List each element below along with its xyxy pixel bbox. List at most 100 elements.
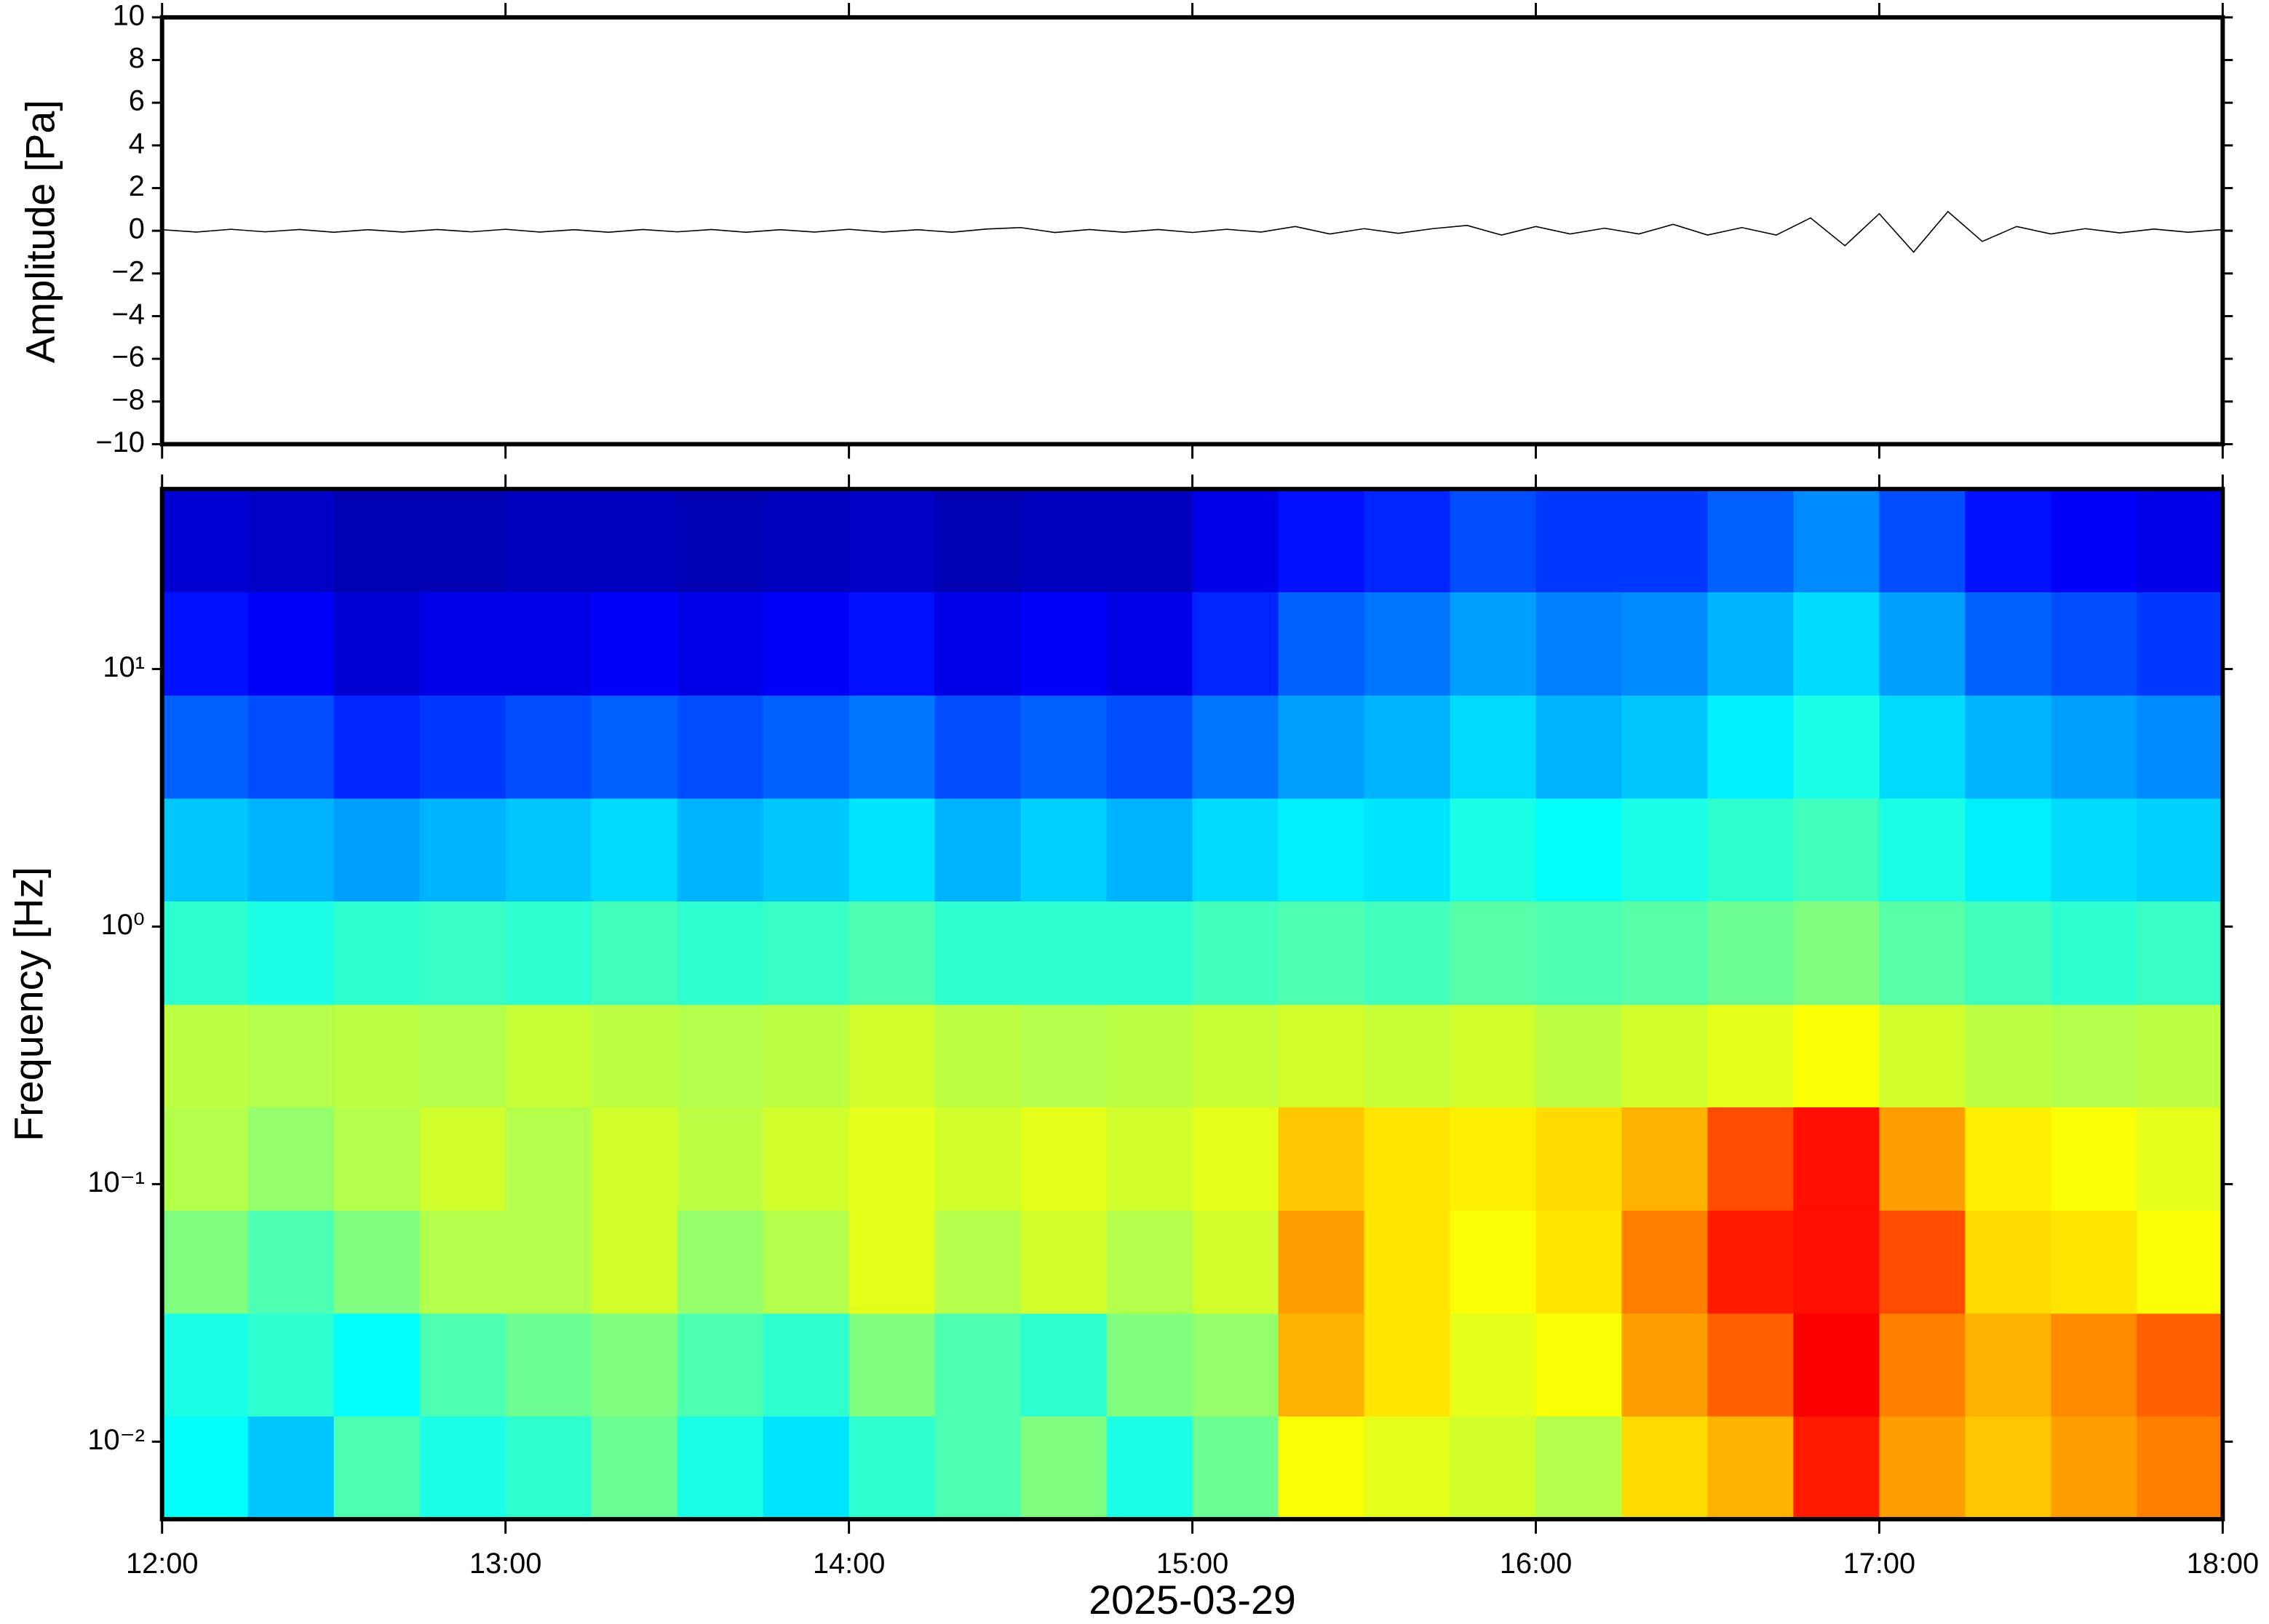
spectrogram-cell [1020, 1313, 1108, 1417]
spectrogram-cell [1192, 1209, 1279, 1314]
spectrogram-cell [419, 1004, 506, 1107]
spectrogram-cell [419, 591, 506, 696]
y-tick-label: 4 [129, 127, 145, 159]
spectrogram-cell [505, 1004, 592, 1107]
spectrogram-cell [849, 1106, 936, 1211]
spectrogram-cell [1879, 797, 1966, 901]
spectrogram-cell [162, 591, 249, 696]
spectrogram-cell [1621, 900, 1709, 1006]
spectrogram-cell [1965, 694, 2052, 799]
spectrogram-cell [333, 591, 421, 696]
spectrogram-cell [2137, 1106, 2224, 1211]
spectrogram-cell [849, 591, 936, 696]
spectrogram-cell [1106, 694, 1193, 799]
spectrogram-cell [1278, 797, 1365, 901]
spectrogram-cell [591, 591, 678, 696]
spectrogram-cell [333, 1106, 421, 1211]
spectrogram-cell [849, 797, 936, 901]
spectrogram-cell [934, 591, 1022, 696]
spectrogram-cell [1879, 591, 1966, 696]
spectrogram-cell [1106, 1415, 1193, 1520]
spectrogram-cell [1965, 1209, 2052, 1314]
spectrogram-cell [247, 900, 335, 1006]
spectrogram-cell [1535, 591, 1623, 696]
spectrogram-cell [247, 1106, 335, 1211]
spectrogram-cell [247, 1313, 335, 1417]
spectrogram-cell [1450, 489, 1537, 592]
y-tick-label: 10 [113, 0, 145, 31]
spectrogram-cell [677, 1209, 764, 1314]
spectrogram-cell [677, 1106, 764, 1211]
spectrogram-cell [2137, 900, 2224, 1006]
spectrogram-cell [1621, 1415, 1709, 1520]
spectrogram-cell [2051, 1209, 2138, 1314]
spectrogram-cell [1621, 1209, 1709, 1314]
spectrogram-cell [591, 1415, 678, 1520]
spectrogram-cell [2051, 591, 2138, 696]
spectrogram-cell [763, 1313, 850, 1417]
spectrogram-cell [677, 591, 764, 696]
spectrogram-cell [1364, 1106, 1451, 1211]
plot-area: −10 −8 −6 −4 −2 0 2 4 6 8 10 10⁻² 10⁻¹ 10⁰ 10¹ 12:00 13:… [87, 0, 2259, 1580]
spectrogram-cell [1621, 797, 1709, 901]
spectrogram-cell [591, 694, 678, 799]
spectrogram-cell [505, 1106, 592, 1211]
spectrogram-cell [247, 694, 335, 799]
spectrogram-cell [1106, 900, 1193, 1006]
spectrogram-cell [1793, 694, 1880, 799]
spectrogram-cell [1192, 1313, 1279, 1417]
spectrogram-cell [1364, 1313, 1451, 1417]
spectrogram-cell [591, 900, 678, 1006]
spectrogram-cell [247, 1004, 335, 1107]
y-tick-label: −8 [112, 383, 145, 415]
spectrogram-cell [247, 797, 335, 901]
spectrogram-cell [162, 797, 249, 901]
spectrogram-cell [505, 797, 592, 901]
spectrogram-cell [1364, 797, 1451, 901]
spectrogram-cell [2137, 1004, 2224, 1107]
spectrogram-cell [1621, 591, 1709, 696]
spectrogram-cell [1879, 1209, 1966, 1314]
spectrogram-cell [934, 1004, 1022, 1107]
spectrogram-cell [1278, 1106, 1365, 1211]
spectrogram-cell [333, 489, 421, 592]
y-tick-label: 6 [129, 85, 145, 117]
spectrogram-cell [1793, 489, 1880, 592]
spectrogram-cell [591, 1313, 678, 1417]
spectrogram-cell [419, 694, 506, 799]
spectrogram-cell [934, 489, 1022, 592]
spectrogram-cell [1535, 489, 1623, 592]
spectrogram-cell [1535, 1209, 1623, 1314]
spectrogram-cell [1364, 900, 1451, 1006]
spectrogram-cell [1793, 591, 1880, 696]
spectrogram-cell [934, 1209, 1022, 1314]
y-tick-label: 10¹ [103, 651, 144, 683]
spectrogram-cell [1278, 1415, 1365, 1520]
spectrogram-cell [162, 1004, 249, 1107]
spectrogram-cell [1192, 1004, 1279, 1107]
spectrogram-cell [162, 1415, 249, 1520]
spectrogram-cell [677, 489, 764, 592]
spectrogram-cell [1965, 797, 2052, 901]
spectrogram-cell [1535, 1106, 1623, 1211]
spectrogram-cell [1965, 1106, 2052, 1211]
spectrogram-cell [1278, 1209, 1365, 1314]
spectrogram-cell [1879, 900, 1966, 1006]
spectrogram-cell [2051, 1106, 2138, 1211]
spectrogram-cell [1707, 1106, 1795, 1211]
spectrogram-cell [763, 900, 850, 1006]
spectrogram-cell [2137, 591, 2224, 696]
x-tick-label: 14:00 [813, 1548, 886, 1580]
spectrogram-cell [1450, 591, 1537, 696]
spectrogram-cell [1621, 1004, 1709, 1107]
waveform-line [162, 210, 2223, 253]
spectrogram-cell [1707, 900, 1795, 1006]
spectrogram-cell [505, 489, 592, 592]
spectrogram-cell [1965, 591, 2052, 696]
y-tick-label: 10⁻² [87, 1424, 144, 1456]
spectrogram-cell [1879, 694, 1966, 799]
spectrogram-cell [1450, 1209, 1537, 1314]
spectrogram-cell [763, 1209, 850, 1314]
spectrogram-cell [934, 1313, 1022, 1417]
